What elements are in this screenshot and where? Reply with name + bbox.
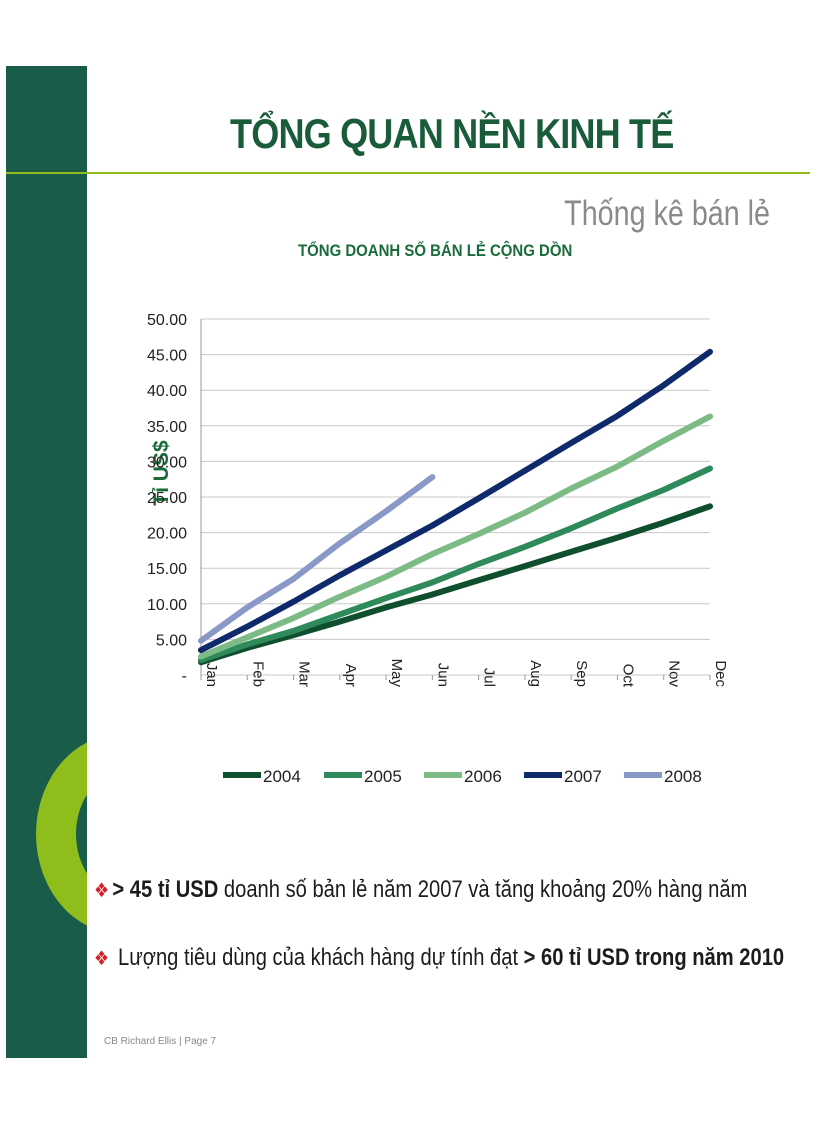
legend-label: 2008 — [664, 767, 702, 786]
y-tick-label: 20.00 — [147, 526, 187, 543]
x-tick-label: Jul — [481, 668, 498, 687]
series-line-2006 — [198, 413, 713, 660]
bullet-diamond-icon: ❖ — [94, 880, 110, 902]
y-tick-label: 15.00 — [147, 561, 187, 578]
x-tick-label: Jan — [203, 663, 220, 687]
y-tick-label: - — [182, 668, 187, 685]
legend-label: 2007 — [564, 767, 602, 786]
x-tick-label: Sep — [573, 660, 590, 687]
bullet-2-bold: > 60 tỉ USD trong năm 2010 — [523, 944, 785, 971]
legend-label: 2005 — [364, 767, 402, 786]
bullet-2: ❖ Lượng tiêu dùng của khách hàng dự tính… — [94, 944, 784, 972]
y-tick-label: 45.00 — [147, 348, 187, 365]
x-tick-label: Dec — [712, 660, 729, 687]
y-tick-label: 25.00 — [147, 490, 187, 507]
bullet-1: ❖ > 45 tỉ USD doanh số bản lẻ năm 2007 và… — [94, 876, 747, 904]
y-tick-label: 30.00 — [147, 454, 187, 471]
x-tick-label: Apr — [342, 664, 359, 687]
chart-title: TỔNG DOANH SỐ BÁN LẺ CỘNG DỒN — [298, 241, 573, 260]
x-tick-label: Jun — [434, 663, 451, 687]
bullet-2-text: Lượng tiêu dùng của khách hàng dự tính đ… — [112, 944, 524, 971]
x-tick-label: Aug — [527, 660, 544, 687]
x-tick-label: Oct — [619, 664, 636, 688]
page-subtitle: Thống kê bán lẻ — [564, 194, 770, 233]
series-line-2004 — [198, 503, 713, 666]
y-tick-label: 35.00 — [147, 419, 187, 436]
y-tick-label: 50.00 — [147, 312, 187, 329]
x-tick-label: Mar — [296, 661, 313, 687]
legend-label: 2006 — [464, 767, 502, 786]
bullet-1-text: doanh số bản lẻ năm 2007 và tăng khoảng … — [218, 876, 748, 903]
bullet-diamond-icon: ❖ — [94, 948, 110, 970]
series-line-2008 — [198, 474, 436, 644]
title-divider — [6, 172, 810, 174]
series-line-2005 — [198, 465, 713, 663]
series-line-2007 — [198, 348, 713, 654]
y-tick-label: 5.00 — [156, 632, 187, 649]
x-tick-label: Nov — [666, 660, 683, 687]
slide: TỔNG QUAN NỀN KINH TẾ Thống kê bán lẻ TỔ… — [6, 66, 810, 1058]
legend-label: 2004 — [263, 767, 301, 786]
x-tick-label: May — [388, 659, 405, 688]
bullet-1-bold: > 45 tỉ USD — [112, 876, 219, 903]
y-tick-label: 40.00 — [147, 383, 187, 400]
footer: CB Richard Ellis | Page 7 — [104, 1036, 217, 1047]
y-tick-label: 10.00 — [147, 597, 187, 614]
page-title: TỔNG QUAN NỀN KINH TẾ — [230, 110, 674, 157]
x-tick-label: Feb — [249, 661, 266, 687]
sidebar-band — [6, 66, 87, 1058]
